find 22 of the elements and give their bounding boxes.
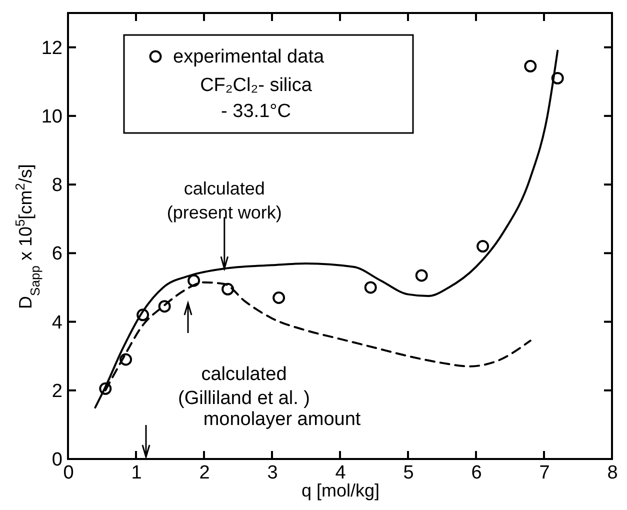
x-tick-label: 1 [131, 462, 142, 484]
x-tick-label: 7 [539, 462, 550, 484]
annotation: - 33.1°C [221, 101, 291, 122]
x-axis-title: q [mol/kg] [301, 480, 380, 500]
legend-label: experimental data [173, 46, 324, 68]
x-tick-label: 4 [335, 462, 346, 484]
annotation: calculated (present work) [166, 178, 282, 223]
annotation: CF₂Cl₂- silica [200, 75, 312, 96]
x-tick-label: 6 [471, 462, 482, 484]
y-tick-label: 6 [52, 244, 62, 265]
x-tick-label: 3 [267, 462, 278, 484]
y-tick-label: 8 [52, 175, 62, 196]
y-tick-label: 4 [52, 312, 63, 334]
y-tick-label: 0 [52, 450, 62, 470]
x-tick-label: 8 [607, 462, 618, 484]
y-tick-label: 2 [52, 380, 62, 402]
y-tick-label: 10 [41, 106, 62, 128]
x-tick-label: 2 [199, 462, 210, 484]
x-tick-label: 5 [403, 462, 414, 484]
y-tick-label: 12 [41, 38, 62, 59]
annotation: calculated (Gilliland et al. ) [178, 364, 310, 409]
annotation: monolayer amount [203, 409, 362, 430]
